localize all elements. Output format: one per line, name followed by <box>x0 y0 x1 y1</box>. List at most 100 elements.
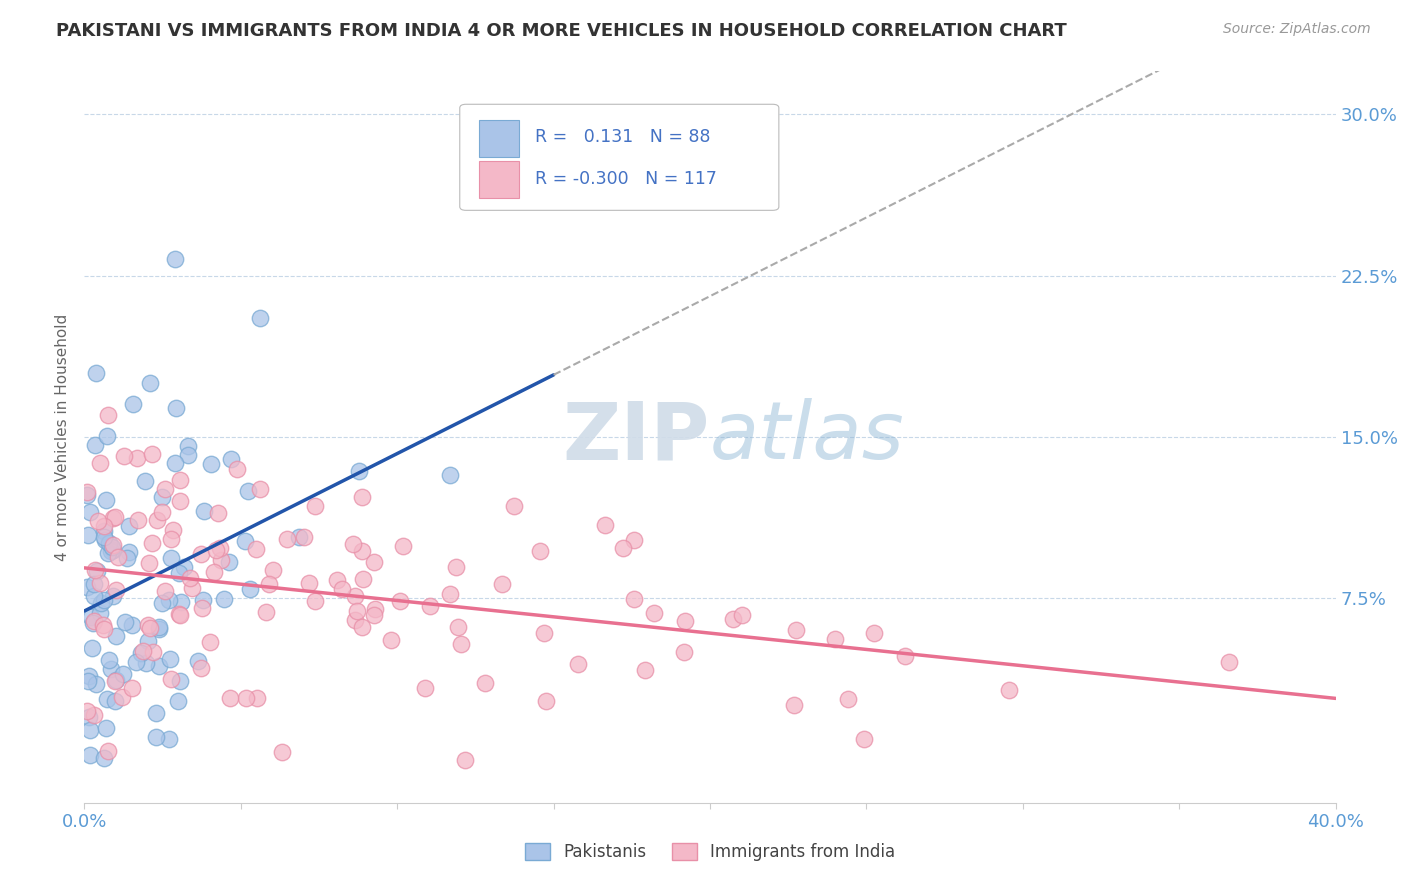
Point <box>94 533 117 547</box>
Point <box>218 555 240 569</box>
Point <box>104 673 127 688</box>
Point <box>165 401 187 415</box>
Point <box>100 541 122 555</box>
Point <box>193 504 215 518</box>
Point <box>352 619 374 633</box>
Point <box>612 541 634 556</box>
Point <box>167 566 190 580</box>
Point <box>167 607 190 621</box>
Point <box>534 694 557 708</box>
Point <box>162 523 184 537</box>
Text: R = -0.300   N = 117: R = -0.300 N = 117 <box>534 169 717 188</box>
Point <box>288 530 311 544</box>
Point <box>138 556 160 570</box>
Point <box>159 651 181 665</box>
Point <box>503 500 526 514</box>
Point <box>491 577 513 591</box>
Point <box>415 681 437 696</box>
Point <box>91 618 114 632</box>
Point <box>96 691 118 706</box>
Point <box>141 535 163 549</box>
Point <box>352 490 374 504</box>
Point <box>349 464 371 478</box>
Point <box>82 640 104 655</box>
Point <box>249 482 271 496</box>
Point <box>169 494 191 508</box>
Point <box>93 593 115 607</box>
Point <box>191 592 214 607</box>
Point <box>77 528 100 542</box>
Point <box>169 607 191 622</box>
Point <box>83 708 105 723</box>
Point <box>391 539 413 553</box>
Point <box>363 607 385 622</box>
Point <box>380 632 402 647</box>
Point <box>93 524 115 538</box>
Point <box>239 582 262 597</box>
Legend: Pakistanis, Immigrants from India: Pakistanis, Immigrants from India <box>519 836 901 868</box>
Point <box>863 626 886 640</box>
Point <box>82 615 104 630</box>
Point <box>145 706 167 721</box>
Point <box>853 732 876 747</box>
Point <box>364 602 387 616</box>
Point <box>97 546 120 560</box>
Point <box>139 376 162 390</box>
Point <box>111 690 134 704</box>
Point <box>84 677 107 691</box>
Point <box>160 672 183 686</box>
Point <box>100 544 122 558</box>
Point <box>332 582 354 597</box>
Point <box>97 536 120 550</box>
Point <box>150 505 173 519</box>
Point <box>180 581 202 595</box>
Point <box>150 490 173 504</box>
Point <box>533 626 555 640</box>
Point <box>298 576 321 591</box>
Point <box>202 565 225 579</box>
Point <box>169 673 191 688</box>
Point <box>246 691 269 706</box>
FancyBboxPatch shape <box>478 161 519 198</box>
Point <box>187 654 209 668</box>
Point <box>101 538 124 552</box>
Point <box>79 505 101 519</box>
Point <box>190 661 212 675</box>
Point <box>346 604 368 618</box>
Point <box>135 656 157 670</box>
Point <box>115 550 138 565</box>
Point <box>76 673 98 688</box>
Point <box>96 429 118 443</box>
Point <box>84 438 107 452</box>
Point <box>439 467 461 482</box>
Point <box>623 533 645 547</box>
Point <box>114 615 136 629</box>
Point <box>157 732 180 747</box>
Point <box>157 593 180 607</box>
Point <box>785 623 807 637</box>
Point <box>225 462 247 476</box>
Point <box>83 576 105 591</box>
Point <box>623 591 645 606</box>
Point <box>93 750 115 764</box>
Text: PAKISTANI VS IMMIGRANTS FROM INDIA 4 OR MORE VEHICLES IN HOUSEHOLD CORRELATION C: PAKISTANI VS IMMIGRANTS FROM INDIA 4 OR … <box>56 22 1067 40</box>
Point <box>148 623 170 637</box>
Point <box>352 572 374 586</box>
Point <box>134 474 156 488</box>
Point <box>672 645 695 659</box>
Point <box>257 577 280 591</box>
Text: ZIP: ZIP <box>562 398 710 476</box>
Point <box>94 493 117 508</box>
Point <box>84 366 107 380</box>
Point <box>450 637 472 651</box>
Point <box>79 723 101 737</box>
Point <box>191 600 214 615</box>
Point <box>145 730 167 744</box>
Point <box>454 753 477 767</box>
Point <box>304 499 326 513</box>
Point <box>262 563 284 577</box>
Point <box>153 482 176 496</box>
Point <box>98 653 121 667</box>
Point <box>326 574 349 588</box>
Point <box>79 669 101 683</box>
